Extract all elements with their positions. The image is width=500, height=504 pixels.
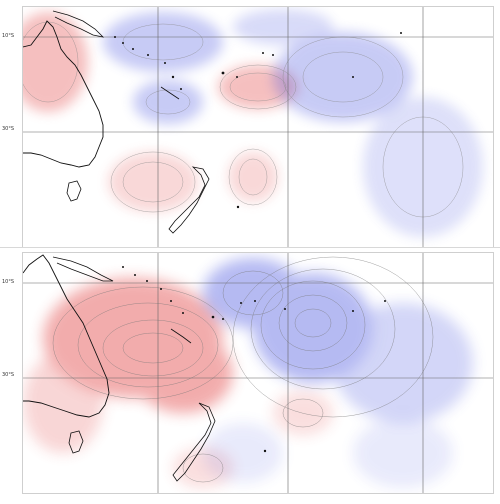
contour-lines: [52, 256, 434, 483]
lat-label-30s-bottom: 30°S: [2, 372, 15, 378]
panel-separator: [0, 247, 500, 248]
lat-label-10s-bottom: 10°S: [2, 279, 15, 285]
contour-map-bottom: [23, 253, 493, 493]
lat-label-30s-top: 30°S: [2, 126, 15, 132]
lat-label-10s-top: 10°S: [2, 33, 15, 39]
coastline-tasmania: [68, 430, 84, 454]
islands: [122, 266, 386, 453]
map-panel-bottom: [22, 252, 494, 494]
islands: [114, 32, 402, 209]
positive-anomaly-shading: [23, 278, 333, 488]
negative-anomaly-shading: [203, 258, 473, 488]
coastline-new-zealand: [172, 402, 216, 482]
coastline-new-guinea: [52, 256, 114, 282]
coastline-new-zealand: [168, 166, 210, 234]
graticule: [23, 253, 493, 493]
coastline-australia: [23, 20, 104, 168]
coastline-tasmania: [66, 180, 82, 202]
map-panel-top: [22, 6, 494, 248]
island-new-caledonia: [170, 328, 192, 344]
coastline-new-guinea: [52, 10, 105, 38]
contour-map-top: [23, 7, 493, 247]
island-new-caledonia: [160, 86, 180, 100]
coastline-australia: [23, 254, 110, 418]
